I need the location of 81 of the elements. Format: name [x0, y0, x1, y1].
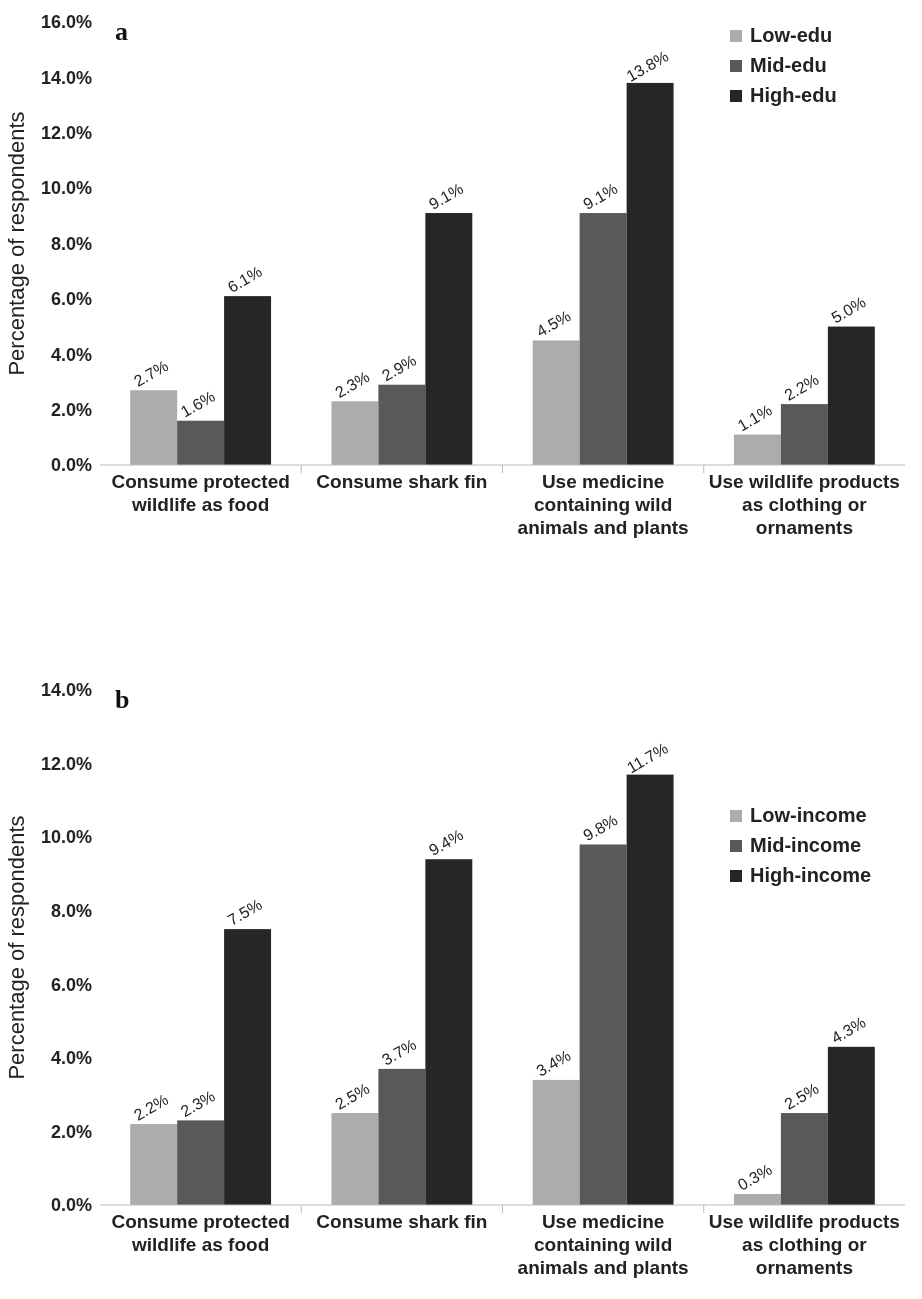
x-tick-label: Consume shark fin [316, 1211, 488, 1233]
bar [331, 1113, 379, 1205]
data-label: 2.2% [781, 370, 822, 404]
x-tick-label: Consume shark fin [316, 471, 488, 493]
data-label: 9.1% [426, 179, 467, 213]
y-tick-label: 6.0% [50, 289, 92, 310]
y-axis-title: Percentage of respondents [4, 111, 29, 376]
bar [378, 384, 426, 465]
legend-label: High-income [750, 864, 872, 886]
bar [378, 1068, 426, 1205]
legend-label: Low-edu [750, 24, 833, 46]
x-tick-label: Use wildlife products as clothing or ornaments [708, 1211, 900, 1279]
bar [626, 82, 674, 465]
data-label: 5.0% [828, 293, 869, 327]
data-label: 9.4% [426, 825, 467, 859]
data-label: 3.4% [533, 1046, 574, 1080]
bar [130, 1124, 178, 1205]
x-tick-label: Consume protected wildlife as food [111, 471, 290, 516]
data-label: 2.2% [130, 1090, 171, 1124]
y-tick-label: 12.0% [40, 123, 92, 144]
data-label: 2.7% [130, 357, 171, 390]
y-tick-label: 10.0% [40, 178, 92, 199]
data-label: 7.5% [224, 895, 265, 929]
bar [780, 404, 828, 465]
chart-title: a [115, 17, 128, 46]
bar [827, 1046, 875, 1205]
legend-label: Mid-edu [750, 54, 827, 76]
bar [733, 1193, 781, 1205]
bar [224, 296, 272, 465]
data-label: 2.3% [177, 1087, 218, 1121]
bar [425, 213, 473, 465]
y-tick-label: 2.0% [50, 1121, 92, 1142]
y-tick-label: 14.0% [40, 67, 92, 88]
y-tick-label: 0.0% [50, 455, 92, 476]
y-tick-label: 10.0% [40, 827, 92, 848]
data-label: 6.1% [224, 262, 265, 296]
bar [532, 340, 580, 465]
bar [224, 929, 272, 1205]
x-tick-label: Use medicine containing wild animals and plants [517, 1211, 689, 1279]
data-label: 1.1% [734, 401, 775, 435]
y-tick-label: 12.0% [40, 753, 92, 774]
bar [579, 213, 627, 465]
x-tick-label: Use wildlife products as clothing or ornaments [708, 471, 900, 539]
y-tick-label: 16.0% [40, 12, 92, 33]
bar [579, 844, 627, 1205]
data-label: 3.7% [379, 1035, 420, 1069]
bar [177, 420, 225, 465]
y-tick-label: 4.0% [50, 344, 92, 365]
legend-label: Low-income [750, 804, 867, 826]
y-tick-label: 8.0% [50, 900, 92, 921]
bar [780, 1113, 828, 1205]
data-label: 0.3% [734, 1160, 775, 1194]
y-tick-label: 8.0% [50, 233, 92, 254]
y-tick-label: 4.0% [50, 1048, 92, 1069]
data-label: 2.5% [332, 1079, 373, 1113]
data-label: 9.8% [580, 811, 621, 845]
y-axis-title: Percentage of respondents [4, 815, 29, 1080]
bar [331, 401, 379, 465]
data-label: 2.5% [781, 1079, 822, 1113]
bar [827, 326, 875, 465]
x-tick-label: Consume protected wildlife as food [111, 1211, 290, 1256]
bar [177, 1120, 225, 1205]
legend-label: High-edu [750, 84, 837, 106]
y-tick-label: 2.0% [50, 399, 92, 420]
data-label: 9.1% [580, 179, 621, 213]
y-tick-label: 14.0% [40, 680, 92, 701]
data-label: 1.6% [177, 387, 218, 421]
data-label: 2.3% [332, 368, 373, 402]
data-label: 2.9% [379, 351, 420, 385]
bar [425, 859, 473, 1205]
chart-title: b [115, 685, 130, 714]
y-tick-label: 6.0% [50, 974, 92, 995]
bar [733, 434, 781, 465]
bar [532, 1079, 580, 1205]
bar [626, 774, 674, 1205]
y-tick-label: 0.0% [50, 1195, 92, 1216]
bar [130, 390, 178, 465]
data-label: 4.5% [533, 307, 574, 341]
legend-label: Mid-income [750, 834, 862, 856]
x-tick-label: Use medicine containing wild animals and plants [517, 471, 689, 539]
data-label: 4.3% [828, 1013, 869, 1047]
